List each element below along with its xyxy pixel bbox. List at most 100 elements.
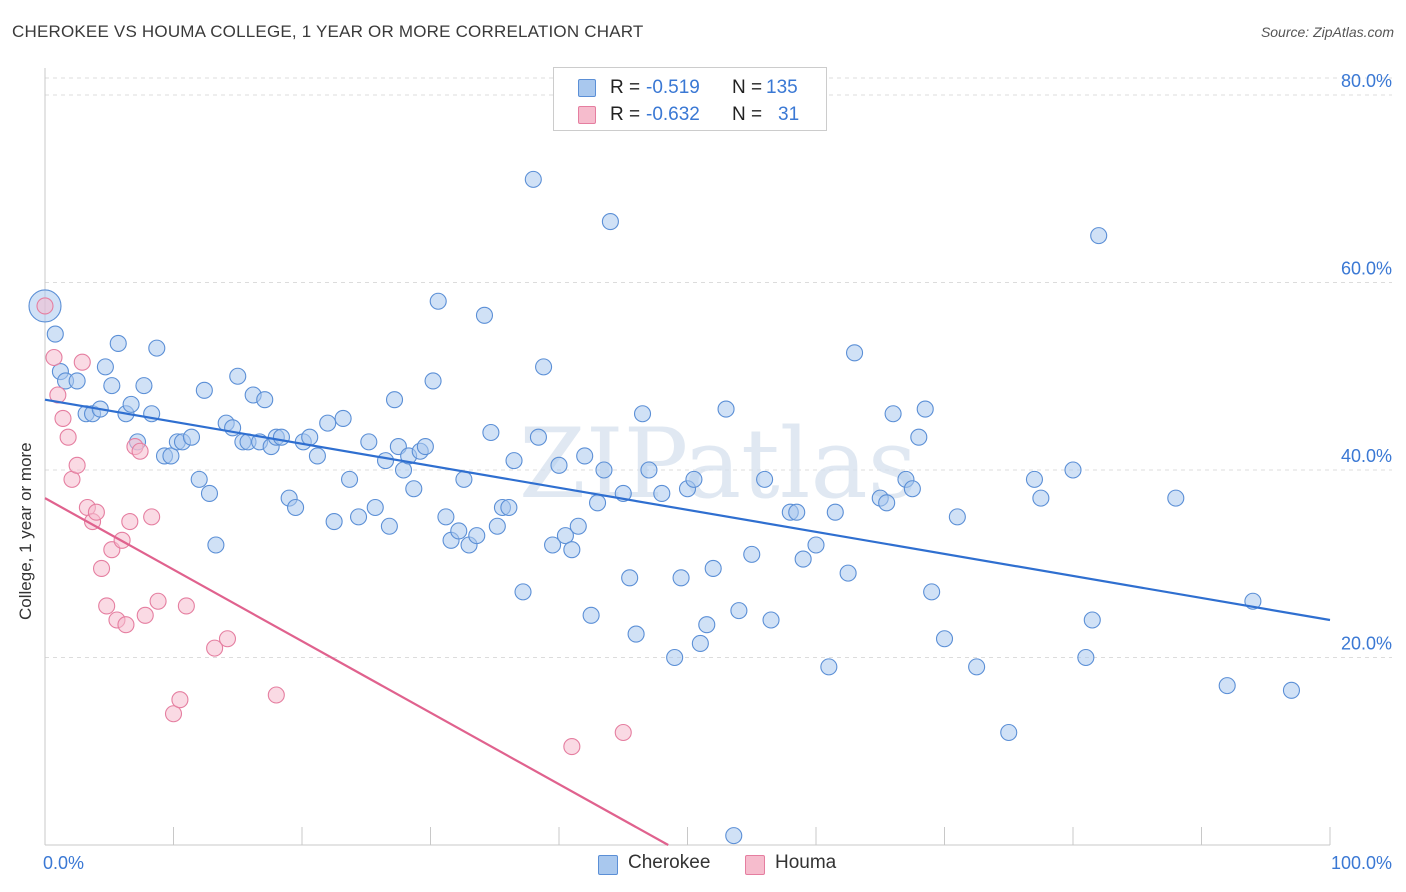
tick-label-layer: 20.0% 40.0% 60.0% 80.0% 0.0% 100.0%: [43, 71, 1392, 873]
cherokee-point: [582, 606, 600, 624]
cherokee-point: [319, 414, 337, 432]
houma-point: [54, 409, 72, 427]
cherokee-point: [923, 583, 941, 601]
cherokee-point: [68, 372, 86, 390]
cherokee-point: [698, 616, 716, 634]
cherokee-point: [385, 391, 404, 409]
cherokee-point: [122, 395, 140, 413]
cherokee-point: [103, 377, 121, 395]
houma-point: [98, 597, 116, 615]
legend-r-label: R =: [610, 77, 641, 98]
cherokee-point: [730, 602, 748, 620]
cherokee-point: [360, 433, 378, 451]
houma-point: [59, 428, 77, 446]
cherokee-point: [514, 583, 532, 601]
cherokee-point: [878, 494, 896, 512]
cherokee-point: [468, 527, 486, 545]
chart-title: CHEROKEE VS HOUMA COLLEGE, 1 YEAR OR MOR…: [12, 22, 644, 41]
y-tick-label: 80.0%: [1341, 71, 1392, 91]
cherokee-point: [349, 508, 368, 526]
cherokee-point: [717, 400, 735, 418]
legend-row-cherokee: R = -0.519 N = 135: [554, 74, 826, 102]
houma-point: [563, 738, 581, 756]
cherokee-point: [437, 508, 455, 526]
cherokee-point: [794, 550, 812, 568]
cherokee-point: [595, 461, 613, 479]
cherokee-point: [845, 344, 864, 362]
cherokee-point: [524, 170, 542, 188]
houma-point: [177, 597, 195, 615]
cherokee-point: [685, 470, 703, 488]
cherokee-point: [308, 447, 326, 465]
cherokee-point: [96, 358, 114, 376]
cherokee-point: [46, 325, 64, 343]
cherokee-point: [135, 377, 153, 395]
houma-point: [36, 297, 54, 315]
cherokee-point: [743, 545, 761, 563]
cherokee-point: [807, 536, 825, 554]
cherokee-point: [550, 456, 568, 474]
houma-point: [136, 606, 154, 624]
cherokee-point: [725, 827, 743, 845]
cherokee-point: [482, 423, 500, 442]
houma-point: [206, 639, 224, 657]
cherokee-point: [1282, 681, 1300, 699]
houma-point: [143, 508, 161, 526]
cherokee-point: [691, 634, 709, 652]
cherokee-point: [633, 405, 652, 423]
cherokee-point: [839, 564, 857, 582]
legend-n-label: N =: [732, 104, 763, 125]
cherokee-point: [704, 559, 722, 577]
points-layer: [28, 170, 1300, 845]
houma-point: [68, 456, 86, 474]
legend-n-label: N =: [732, 77, 763, 98]
cherokee-point: [788, 503, 806, 521]
cherokee-point: [529, 428, 547, 446]
cherokee-point: [488, 517, 506, 535]
cherokee-point: [762, 611, 780, 629]
axis-layer: [44, 68, 1331, 846]
cherokee-point: [653, 484, 671, 502]
cherokee-point: [916, 400, 934, 418]
cherokee-point: [968, 658, 986, 676]
cherokee-point: [948, 508, 966, 526]
houma-trend-line: [44, 497, 669, 846]
x-tick-label: 100.0%: [1331, 853, 1392, 873]
cherokee-point: [910, 428, 928, 446]
cherokee-point: [229, 367, 247, 385]
cherokee-point: [640, 461, 658, 479]
cherokee-point: [1090, 227, 1108, 245]
cherokee-point: [182, 428, 201, 446]
houma-point: [117, 616, 135, 634]
cherokee-point: [826, 503, 844, 521]
cherokee-point: [569, 517, 587, 535]
cherokee-point: [1218, 677, 1236, 695]
cherokee-point: [416, 438, 434, 456]
legend-r-label: R =: [610, 104, 641, 125]
cherokee-point: [455, 470, 473, 488]
y-axis-label: College, 1 year or more: [16, 442, 35, 620]
cherokee-point: [272, 428, 290, 446]
legend-n-value: 135: [766, 77, 798, 98]
houma-point: [131, 442, 149, 460]
cherokee-point: [162, 447, 180, 465]
cherokee-point: [1077, 648, 1095, 667]
cherokee-point: [380, 517, 398, 535]
source-credit: Source: ZipAtlas.com: [1260, 24, 1394, 40]
cherokee-point: [1025, 470, 1043, 488]
cherokee-point: [756, 470, 774, 488]
cherokee-point: [366, 498, 384, 517]
legend-row-houma: R = -0.632 N = 31: [554, 101, 826, 129]
bottom-legend-label-cherokee: Cherokee: [628, 852, 711, 873]
cherokee-point: [1167, 489, 1185, 507]
houma-point: [171, 691, 189, 709]
cherokee-point: [200, 484, 219, 502]
cherokee-point: [424, 372, 442, 390]
cherokee-point: [576, 447, 594, 465]
houma-point: [614, 723, 632, 742]
cherokee-point: [588, 494, 607, 512]
cherokee-point: [405, 480, 423, 498]
cherokee-point: [627, 625, 645, 643]
cherokee-point: [1083, 611, 1101, 629]
cherokee-point: [429, 292, 447, 310]
